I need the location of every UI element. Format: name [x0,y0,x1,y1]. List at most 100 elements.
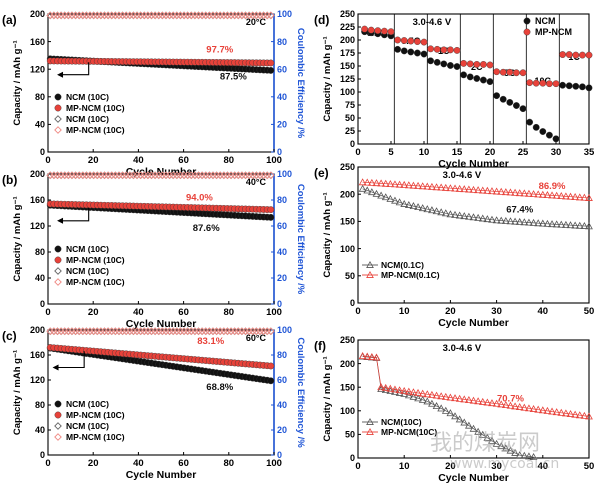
legend-marker [54,278,62,286]
data-point [538,406,547,414]
data-point [409,392,418,400]
data-point [493,92,500,100]
data-point [133,171,141,180]
data-point [585,222,593,230]
data-point [515,217,524,225]
data-point [227,327,235,336]
data-point [227,11,235,20]
data-point [386,180,395,188]
panel-a: 0 20 40 60 80 10004080120160200020406080100Cy… [2,9,306,178]
x-tick-label: 0 [45,307,50,318]
data-point [418,395,427,403]
data-point [100,11,109,20]
data-point [104,327,112,336]
data-point [441,406,450,414]
data-point [420,50,428,58]
x-tick-label: 100 [266,155,282,166]
x-tick-label: 20 [445,461,456,472]
data-point [409,202,418,210]
data-point [413,38,421,45]
legend-marker [54,256,62,264]
data-point [140,11,149,20]
data-point [446,46,454,54]
series-mp-ncm-10c- [46,11,275,20]
data-point [198,11,206,20]
y-tick-label: 200 [340,35,355,45]
data-point [580,411,589,419]
y2-tick-label: 80 [277,350,287,360]
data-point [562,220,570,228]
plot-frame [357,339,590,459]
data-point [180,327,188,336]
data-point [187,327,196,336]
legend-marker [366,270,374,278]
data-point [585,51,593,59]
data-point [151,327,159,336]
data-point [562,192,570,200]
data-point [267,206,275,214]
data-point [440,46,448,54]
data-point [133,11,141,20]
data-point [478,214,487,222]
y-tick-label: 150 [340,61,355,71]
legend-label: MP-NCM (10C) [66,432,125,442]
data-point [209,327,217,336]
data-point [441,392,450,400]
data-point [136,11,145,20]
legend-marker [523,17,531,25]
data-point [154,11,163,20]
data-point [499,95,507,103]
y2-tick-label: 100 [277,9,292,19]
x-axis-label: Cycle Number [126,318,197,330]
data-point [165,11,174,20]
data-point [455,184,464,192]
watermark-url: www.mycoal.cn [450,456,560,472]
legend-marker [366,417,374,425]
data-point [75,171,84,180]
data-point [53,171,62,180]
data-point [391,180,399,188]
data-point [68,171,76,180]
data-point [60,327,69,336]
axis-arrowhead [52,364,59,371]
y-tick-label: 160 [30,37,45,47]
data-point [451,412,459,420]
legend-label: NCM (10C) [66,92,109,102]
data-point [115,171,123,180]
y-tick-label: 50 [345,271,355,281]
data-point [162,11,170,20]
data-point [428,399,436,407]
data-point [565,82,573,90]
data-point [420,38,428,46]
data-point [245,11,253,20]
axis-arrow [57,351,85,369]
data-point [68,11,76,20]
data-point [71,11,80,20]
x-tick-label: 10 [399,306,410,317]
data-point [363,352,372,360]
y-tick-label: 100 [340,406,355,416]
data-point [492,439,501,447]
data-point [423,390,432,398]
data-point [478,430,487,438]
y-tick-label: 0 [350,453,355,463]
data-point [548,407,556,415]
data-point [585,84,593,92]
data-point [147,327,156,336]
x-tick-label: 40 [133,307,144,318]
y-tick-label: 175 [340,48,355,58]
data-point [133,327,141,336]
y-tick-label: 225 [340,22,355,32]
data-point [381,179,390,187]
y-tick-label: 50 [345,113,355,123]
legend-label: NCM (10C) [66,399,109,409]
data-point [404,201,413,208]
data-point [183,327,192,336]
y-tick-label: 0 [40,147,45,157]
data-point [219,171,228,180]
legend: NCM(10C)MP-NCM(10C) [362,417,437,437]
data-point [525,189,533,197]
data-point [263,171,272,180]
data-point [534,190,543,198]
data-point [469,396,478,404]
